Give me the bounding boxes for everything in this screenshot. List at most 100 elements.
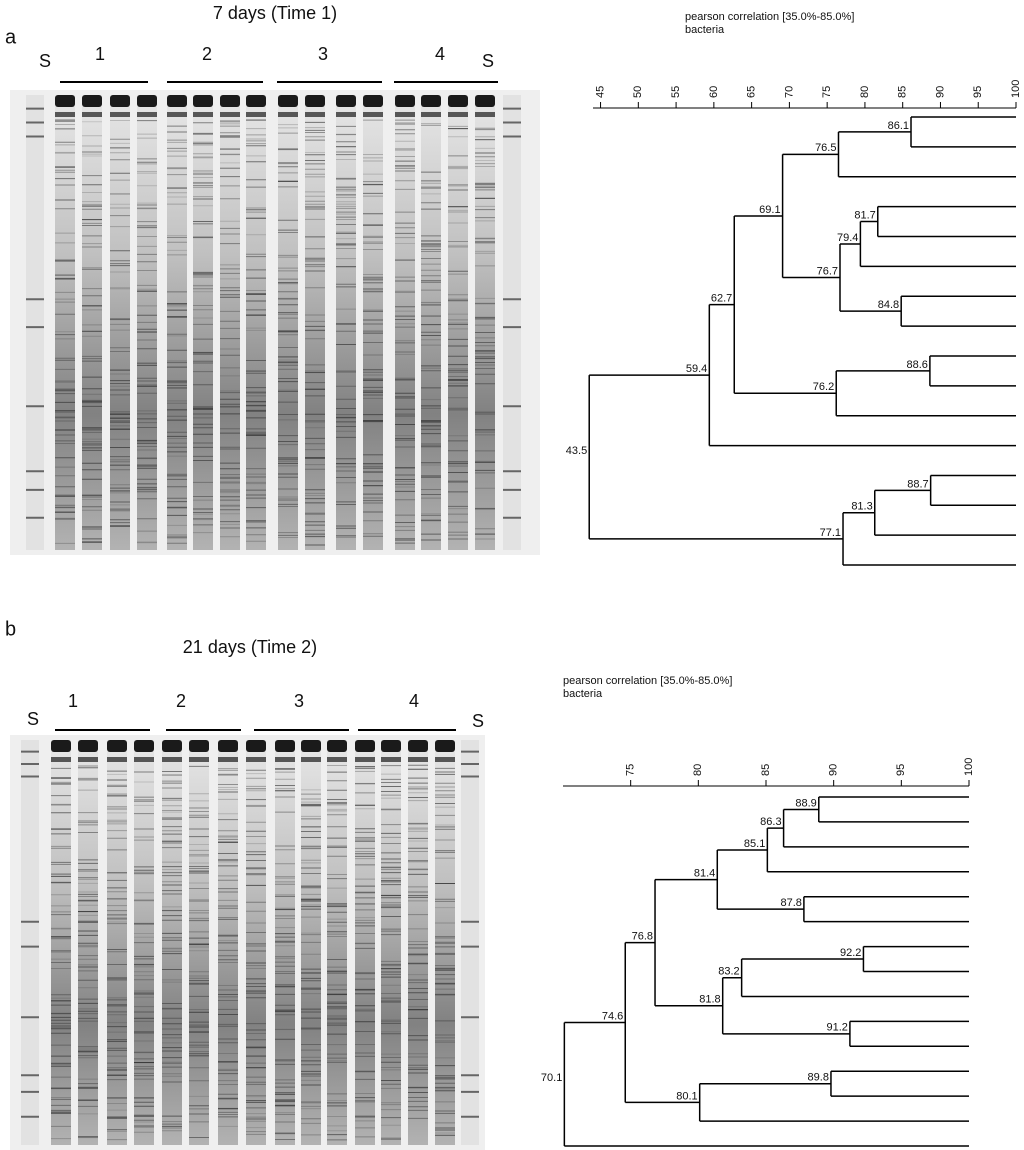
x-tick-label: 45 [594, 86, 606, 98]
standard-lane [461, 740, 479, 1145]
gel-well-band [162, 740, 182, 752]
gel-well-band [246, 95, 266, 107]
gel-well-band [78, 757, 98, 762]
gel-well-band [78, 740, 98, 752]
node-label: 84.8 [878, 299, 899, 311]
group-label: 2 [176, 691, 186, 711]
gel-lane [78, 740, 98, 1145]
gel-well-band [355, 757, 375, 762]
x-tick-label: 75 [821, 86, 833, 98]
gel-lane [336, 95, 356, 550]
node-label: 89.8 [808, 1072, 829, 1084]
x-tick-label: 75 [625, 764, 637, 776]
group-label: 2 [202, 44, 212, 64]
x-tick-label: 100 [963, 758, 975, 776]
gel-lane [189, 740, 209, 1145]
node-label: 88.7 [907, 478, 928, 490]
gel-lane [475, 95, 495, 550]
gel-well-band [408, 757, 428, 762]
gel-well-band [278, 95, 298, 107]
x-tick-label: 95 [972, 86, 984, 98]
gel-well-band [381, 757, 401, 762]
gel-lane [51, 740, 71, 1145]
gel-lane [395, 95, 415, 550]
gel-well-band [167, 112, 187, 117]
standard-lane [21, 740, 39, 1145]
gel-well-band [82, 95, 102, 107]
node-label: 88.9 [795, 797, 816, 809]
gel-well-band [189, 757, 209, 762]
gel-well-band [305, 95, 325, 107]
gel-well-band [193, 112, 213, 117]
node-label: 79.4 [837, 232, 858, 244]
x-tick-label: 60 [708, 86, 720, 98]
standard-lane [503, 95, 521, 550]
panel-letter: a [5, 26, 17, 48]
node-label: 92.2 [840, 947, 861, 959]
group-label: 3 [294, 691, 304, 711]
gel-lane [448, 95, 468, 550]
gel-well-band [421, 95, 441, 107]
x-tick-label: 90 [934, 86, 946, 98]
gel-image [10, 735, 485, 1150]
gel-well-band [408, 740, 428, 752]
gel-lane [363, 95, 383, 550]
node-label: 85.1 [744, 838, 765, 850]
gel-well-band [246, 740, 266, 752]
panel-title: 21 days (Time 2) [183, 637, 317, 657]
node-label: 81.8 [699, 994, 720, 1006]
standard-lane [26, 95, 44, 550]
gel-well-band [301, 740, 321, 752]
gel-well-band [110, 95, 130, 107]
gel-well-band [336, 112, 356, 117]
gel-lane [246, 740, 266, 1145]
gel-lane [110, 95, 130, 550]
chart-subtitle: bacteria [563, 688, 603, 700]
gel-well-band [448, 95, 468, 107]
gel-lane [134, 740, 154, 1145]
x-tick-label: 80 [859, 86, 871, 98]
gel-well-band [246, 112, 266, 117]
node-label: 76.8 [632, 931, 653, 943]
gel-lane [327, 740, 347, 1145]
gel-lane [381, 740, 401, 1145]
gel-lane [162, 740, 182, 1145]
gel-lane [107, 740, 127, 1145]
gel-well-band [220, 112, 240, 117]
x-tick-label: 65 [746, 86, 758, 98]
gel-well-band [421, 112, 441, 117]
gel-well-band [275, 757, 295, 762]
standard-label: S [472, 711, 484, 731]
gel-well-band [51, 757, 71, 762]
gel-well-band [448, 112, 468, 117]
gel-lane [55, 95, 75, 550]
gel-well-band [162, 757, 182, 762]
gel-well-band [137, 95, 157, 107]
node-label: 86.3 [760, 816, 781, 828]
node-label: 70.1 [541, 1072, 562, 1084]
x-tick-label: 80 [692, 764, 704, 776]
panel-title: 7 days (Time 1) [213, 3, 337, 23]
x-tick-label: 85 [897, 86, 909, 98]
gel-well-band [435, 757, 455, 762]
gel-well-band [275, 740, 295, 752]
gel-well-band [278, 112, 298, 117]
gel-lane [408, 740, 428, 1145]
gel-well-band [82, 112, 102, 117]
gel-well-band [218, 757, 238, 762]
group-label: 1 [95, 44, 105, 64]
gel-well-band [305, 112, 325, 117]
standard-label: S [482, 51, 494, 71]
gel-lane [137, 95, 157, 550]
x-tick-label: 85 [760, 764, 772, 776]
x-tick-label: 100 [1010, 80, 1022, 98]
group-label: 3 [318, 44, 328, 64]
gel-lane [246, 95, 266, 550]
gel-well-band [55, 95, 75, 107]
gel-well-band [107, 757, 127, 762]
gel-well-band [363, 95, 383, 107]
gel-well-band [363, 112, 383, 117]
node-label: 80.1 [676, 1090, 697, 1102]
panel-letter: b [5, 618, 16, 640]
